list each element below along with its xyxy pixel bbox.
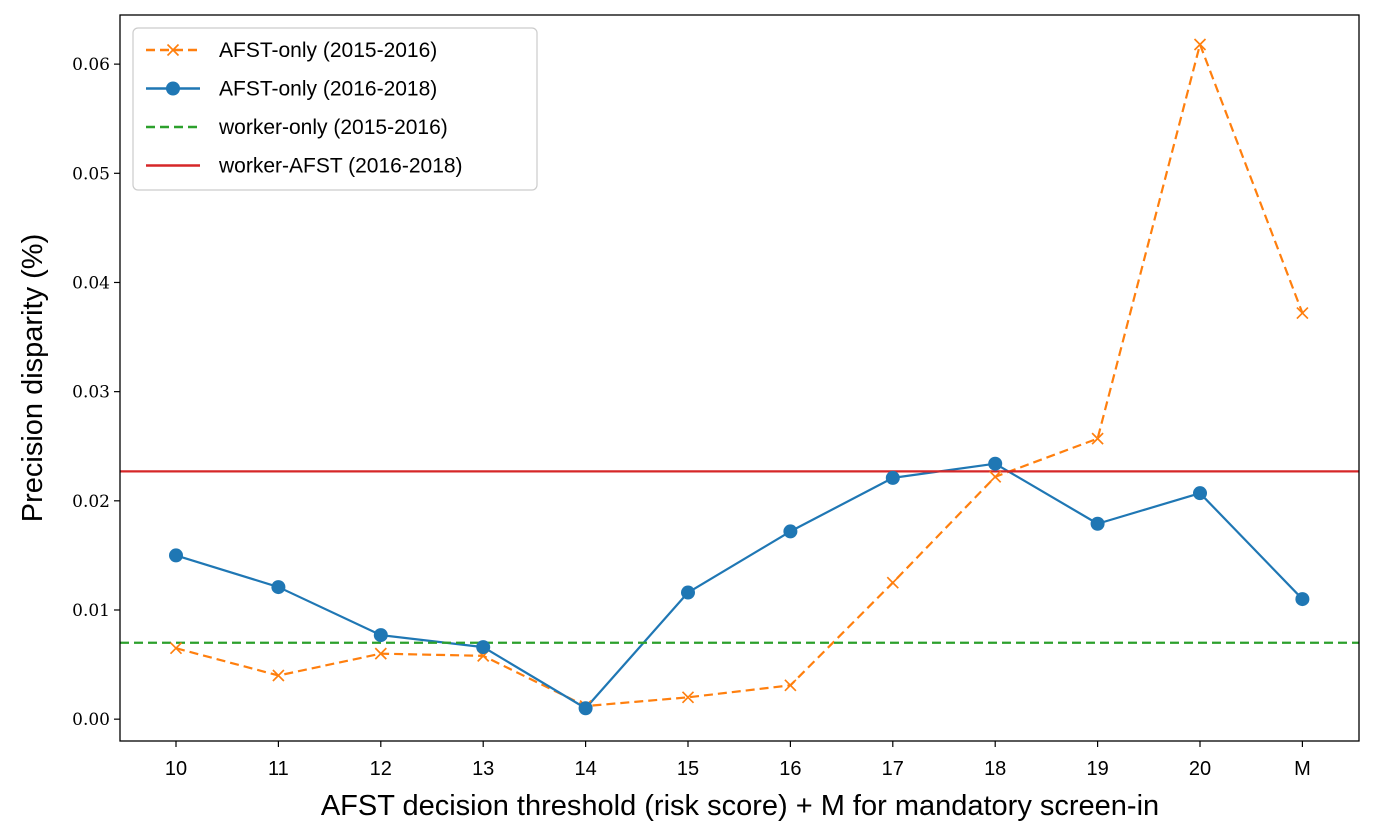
y-tick-label: 0.04 bbox=[72, 273, 110, 293]
afst-only-2015-2016-line bbox=[175, 43, 1304, 708]
legend-label-worker-afst-2016-2018: worker-AFST (2016-2018) bbox=[218, 155, 463, 178]
y-axis-ticks: 0.00 0.01 0.02 0.03 0.04 0.05 0.06 bbox=[72, 55, 120, 730]
x-axis-ticks: 10 11 12 13 14 15 16 17 18 19 20 M bbox=[165, 741, 1311, 780]
x-tick-label: 20 bbox=[1189, 758, 1211, 780]
x-tick-label: 10 bbox=[165, 758, 187, 780]
y-tick-label: 0.00 bbox=[72, 710, 110, 730]
afst-only-2016-2018-point bbox=[271, 580, 286, 595]
afst-only-2015-2016-point bbox=[1193, 38, 1207, 51]
afst-only-2015-2016-point bbox=[784, 679, 797, 692]
legend-marker-afst-only-2016-2018 bbox=[166, 81, 180, 96]
afst-only-2016-2018-line bbox=[175, 462, 1304, 710]
legend-marker-afst-only-2015-2016 bbox=[166, 43, 180, 57]
afst-only-2015-2016-point bbox=[989, 470, 1002, 483]
afst-only-2016-2018-point bbox=[885, 470, 900, 485]
afst-only-2016-2018-point bbox=[1193, 486, 1207, 501]
x-tick-label: 18 bbox=[984, 758, 1006, 780]
afst-only-2015-2016-point bbox=[169, 642, 183, 655]
afst-only-2015-2016-point bbox=[272, 669, 285, 682]
x-tick-label: 17 bbox=[882, 758, 904, 780]
y-tick-label: 0.02 bbox=[72, 492, 110, 512]
afst-only-2016-2018-point bbox=[578, 701, 593, 716]
x-tick-label: 16 bbox=[779, 758, 801, 780]
plot-lines bbox=[120, 43, 1359, 710]
x-tick-label: 19 bbox=[1086, 758, 1108, 780]
legend: AFST-only (2015-2016) AFST-only (2016-201… bbox=[132, 27, 538, 191]
y-tick-label: 0.06 bbox=[72, 55, 110, 75]
x-tick-label: M bbox=[1294, 758, 1311, 780]
x-tick-label: 11 bbox=[268, 758, 289, 780]
afst-only-2015-2016-point bbox=[1091, 432, 1104, 445]
afst-only-2016-2018-point bbox=[476, 640, 491, 655]
afst-only-2015-2016-point bbox=[886, 576, 899, 589]
y-tick-label: 0.01 bbox=[72, 601, 110, 621]
x-tick-label: 13 bbox=[472, 758, 494, 780]
afst-only-2015-2016-point bbox=[1296, 306, 1309, 320]
legend-label-afst-only-2016-2018: AFST-only (2016-2018) bbox=[219, 78, 437, 101]
legend-box bbox=[132, 27, 538, 191]
afst-only-2016-2018-point bbox=[988, 456, 1003, 471]
afst-only-2016-2018-point bbox=[783, 524, 798, 539]
afst-only-2016-2018-point bbox=[681, 585, 695, 600]
x-tick-label: 12 bbox=[370, 758, 392, 780]
afst-only-2015-2016-point bbox=[374, 647, 387, 660]
afst-only-2016-2018-point bbox=[1295, 592, 1310, 607]
afst-only-2016-2018-point bbox=[373, 628, 388, 643]
plot-frame bbox=[119, 14, 1360, 742]
legend-label-afst-only-2015-2016: AFST-only (2015-2016) bbox=[219, 39, 437, 62]
y-axis-label: Precision disparity (%) bbox=[17, 234, 49, 522]
x-axis-label: AFST decision threshold (risk score) + M… bbox=[321, 790, 1159, 822]
legend-label-worker-only-2015-2016: worker-only (2015-2016) bbox=[218, 116, 448, 139]
y-tick-label: 0.05 bbox=[72, 164, 110, 184]
x-tick-label: 14 bbox=[574, 758, 596, 780]
y-tick-label: 0.03 bbox=[72, 383, 110, 403]
afst-only-2015-2016-point bbox=[681, 691, 695, 704]
afst-only-2016-2018-point bbox=[1090, 516, 1105, 531]
plot-markers bbox=[169, 38, 1310, 716]
x-tick-label: 15 bbox=[677, 758, 699, 780]
afst-only-2016-2018-point bbox=[169, 548, 183, 563]
